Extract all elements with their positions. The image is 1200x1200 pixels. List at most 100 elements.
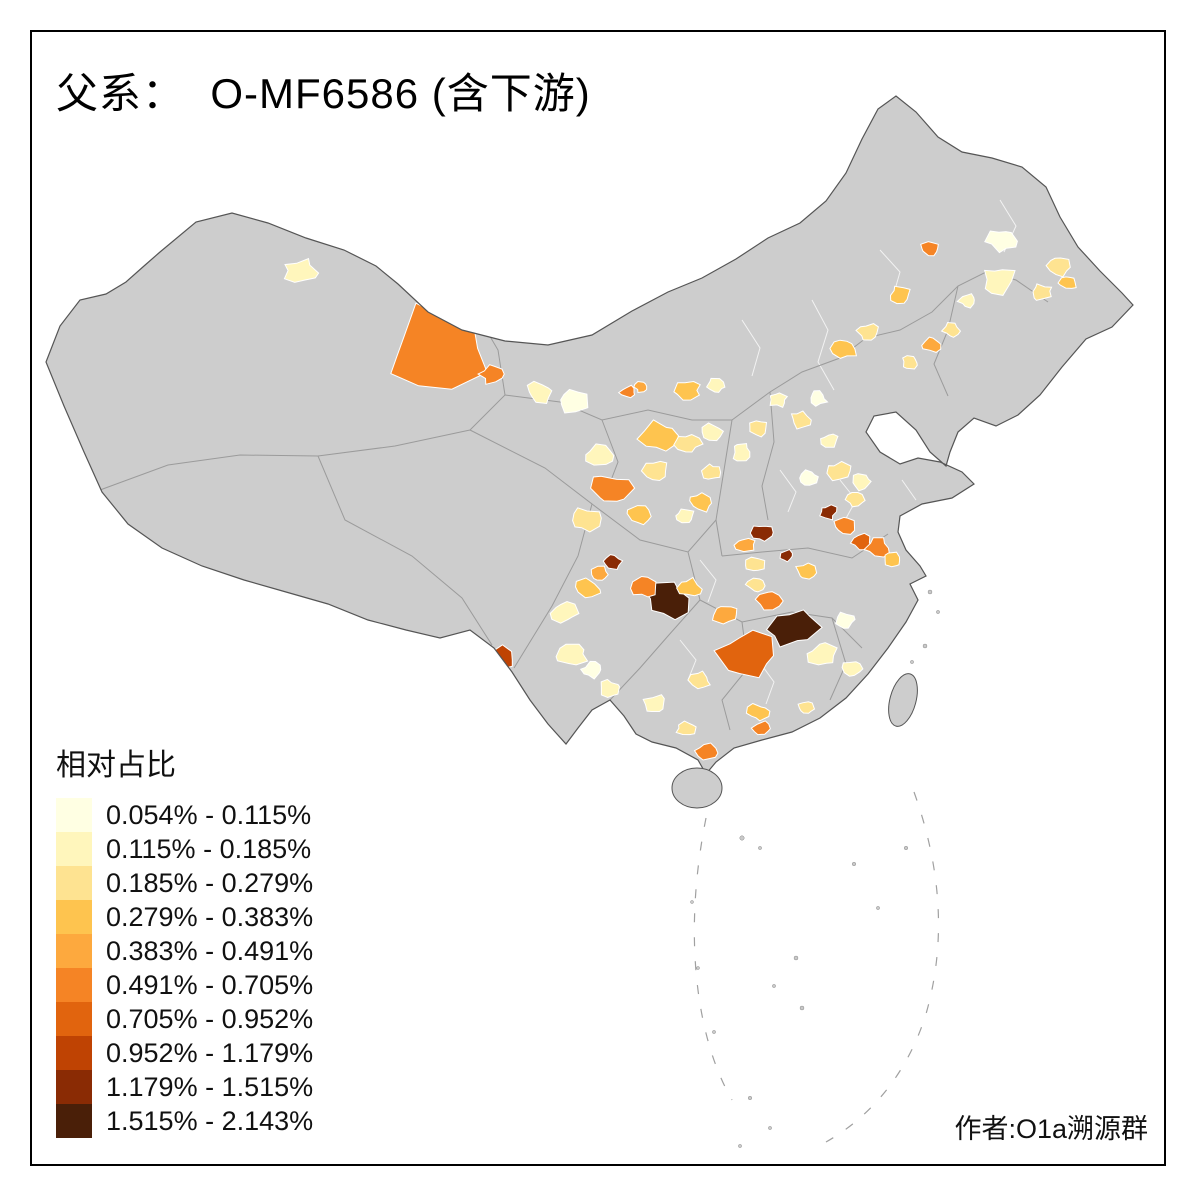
legend-row: 0.115% - 0.185% xyxy=(56,832,313,866)
hainan-island xyxy=(671,767,723,809)
map-region xyxy=(477,364,505,385)
map-region xyxy=(749,525,774,542)
map-region xyxy=(732,443,751,462)
legend-row: 0.383% - 0.491% xyxy=(56,934,313,968)
legend-label: 0.185% - 0.279% xyxy=(106,867,314,898)
legend-row: 0.705% - 0.952% xyxy=(56,1002,313,1036)
map-region xyxy=(636,419,680,452)
map-region xyxy=(673,434,704,453)
map-region xyxy=(1057,276,1077,289)
map-region xyxy=(711,606,738,625)
map-region xyxy=(795,562,818,580)
map-region xyxy=(283,257,320,283)
map-region xyxy=(549,600,580,624)
map-region xyxy=(689,492,713,513)
map-region xyxy=(852,473,872,492)
map-region xyxy=(806,642,838,666)
legend-title: 相对占比 xyxy=(56,749,176,782)
legend-swatch xyxy=(56,832,92,866)
map-region xyxy=(1032,283,1053,301)
map-region xyxy=(889,285,911,305)
map-region xyxy=(701,422,725,442)
map-region xyxy=(626,505,652,526)
legend-row: 0.491% - 0.705% xyxy=(56,968,313,1002)
map-region xyxy=(921,336,942,353)
legend-label: 0.491% - 0.705% xyxy=(106,969,314,1000)
map-region xyxy=(820,433,839,448)
map-region xyxy=(675,508,695,524)
map-region xyxy=(799,469,819,486)
map-region xyxy=(642,694,665,712)
map-region xyxy=(833,516,856,535)
map-region xyxy=(779,548,793,563)
map-region xyxy=(560,388,589,414)
map-region xyxy=(844,492,866,508)
map-region xyxy=(835,611,856,629)
map-region xyxy=(572,507,602,533)
map-region xyxy=(1045,257,1071,278)
legend-row: 0.952% - 1.179% xyxy=(56,1036,313,1070)
map-region xyxy=(713,629,775,679)
map-region xyxy=(920,241,939,257)
map-region xyxy=(745,556,766,572)
map-region xyxy=(617,384,636,399)
map-region xyxy=(676,576,703,597)
legend-swatch xyxy=(56,798,92,832)
map-region xyxy=(797,701,816,714)
legend-label: 0.054% - 0.115% xyxy=(106,799,312,830)
map-region xyxy=(750,720,771,736)
legend-label: 1.179% - 1.515% xyxy=(106,1071,314,1102)
map-region xyxy=(819,504,838,521)
legend-swatch xyxy=(56,968,92,1002)
map-region xyxy=(590,565,609,581)
map-region xyxy=(841,661,864,677)
legend-swatch xyxy=(56,1070,92,1104)
map-region xyxy=(526,380,553,405)
map-region xyxy=(826,460,852,482)
map-region xyxy=(700,463,722,480)
map-region xyxy=(745,702,771,722)
map-region xyxy=(629,575,657,598)
map-region xyxy=(675,720,697,736)
small-islands xyxy=(690,589,940,1148)
legend-swatch xyxy=(56,900,92,934)
map-region xyxy=(640,460,668,482)
legend-swatch xyxy=(56,1104,92,1138)
map-region xyxy=(744,577,766,593)
map-region xyxy=(600,678,621,699)
map-region xyxy=(983,269,1016,296)
map-region xyxy=(829,339,858,359)
legend-label: 0.115% - 0.185% xyxy=(106,833,312,864)
legend-row: 0.185% - 0.279% xyxy=(56,866,313,900)
legend-swatch xyxy=(56,866,92,900)
map-region xyxy=(602,554,624,571)
map-region xyxy=(956,293,975,309)
map-region xyxy=(585,443,615,466)
map-region xyxy=(574,577,602,599)
legend-label: 0.952% - 1.179% xyxy=(106,1037,314,1068)
map-title: 父系： O-MF6586 (含下游) xyxy=(56,70,591,117)
map-region xyxy=(687,670,711,690)
legend-row: 1.515% - 2.143% xyxy=(56,1104,313,1138)
legend-label: 0.705% - 0.952% xyxy=(106,1003,314,1034)
south-china-sea-dash-line xyxy=(693,791,940,1143)
choropleth-regions xyxy=(283,230,1077,761)
map-region xyxy=(984,230,1018,254)
map-region xyxy=(733,537,756,553)
map-region xyxy=(693,742,719,761)
legend-swatch xyxy=(56,934,92,968)
map-region xyxy=(633,380,648,394)
map-region xyxy=(579,660,602,680)
map-region xyxy=(769,392,789,408)
map-region xyxy=(810,390,829,407)
legend-label: 0.383% - 0.491% xyxy=(106,935,314,966)
map-region xyxy=(673,380,701,401)
legend-label: 1.515% - 2.143% xyxy=(106,1105,314,1136)
map-region xyxy=(705,377,726,393)
map-region xyxy=(940,321,962,338)
map-region xyxy=(590,475,636,502)
map-region xyxy=(855,323,879,341)
legend-swatch xyxy=(56,1036,92,1070)
map-region xyxy=(555,643,589,666)
